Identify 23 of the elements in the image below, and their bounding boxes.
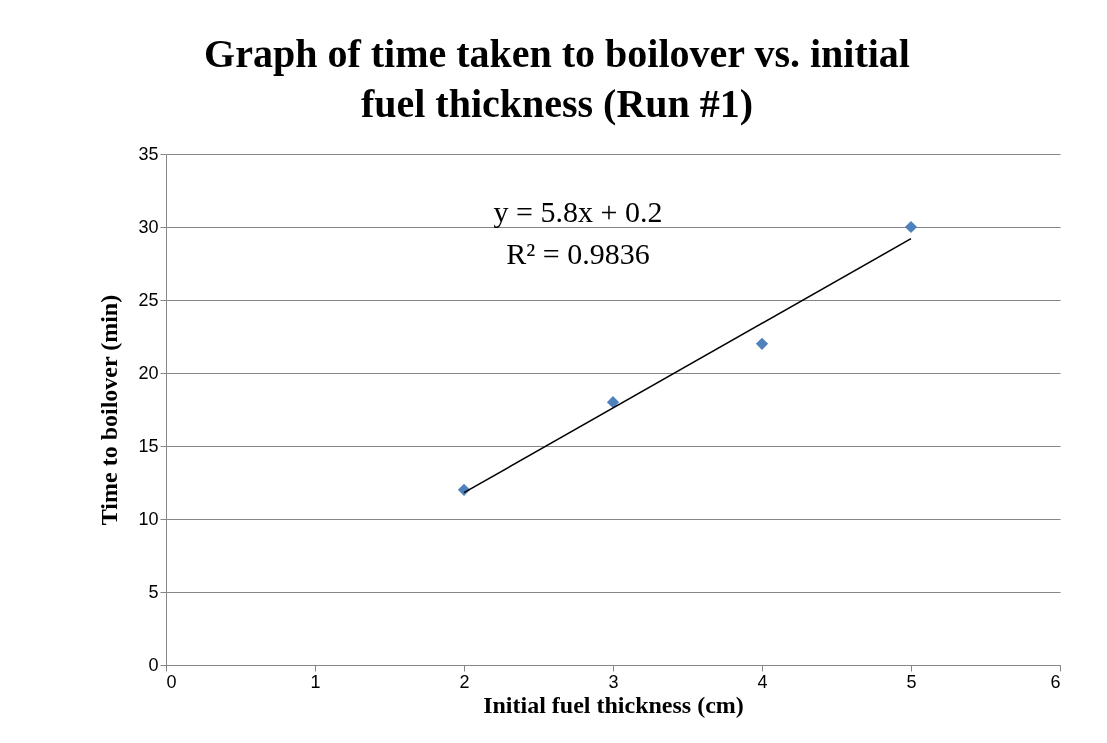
y-tick-label: 30 [138,216,159,237]
x-tick-label: 4 [757,671,768,692]
annotation: R² = 0.9836 [506,237,650,270]
annotation: y = 5.8x + 0.2 [493,195,663,228]
x-tick-label: 2 [459,671,470,692]
point [606,396,620,409]
y-tick-label: 0 [148,654,159,675]
y-tick-label: 35 [138,143,159,164]
x-tick-label: 3 [608,671,619,692]
point [904,220,918,234]
x-tick-label: 0 [166,671,177,692]
y-axis-title: Time to boilover (min) [96,294,123,526]
x-tick-label: 1 [310,671,321,692]
y-tick-label: 15 [138,435,159,456]
y-tick-label: 5 [148,581,159,602]
y-tick-label: 20 [138,362,159,383]
y-tick-label: 10 [138,508,159,529]
point [755,337,769,350]
x-tick-label: 6 [1050,671,1061,692]
y-tick-label: 25 [138,289,159,310]
x-tick-label: 5 [906,671,917,692]
chart-title: Graph of time taken to boilover vs. initial fuel thickness (Run #1) [204,31,910,126]
x-axis-title: Initial fuel thickness (cm) [483,691,744,718]
